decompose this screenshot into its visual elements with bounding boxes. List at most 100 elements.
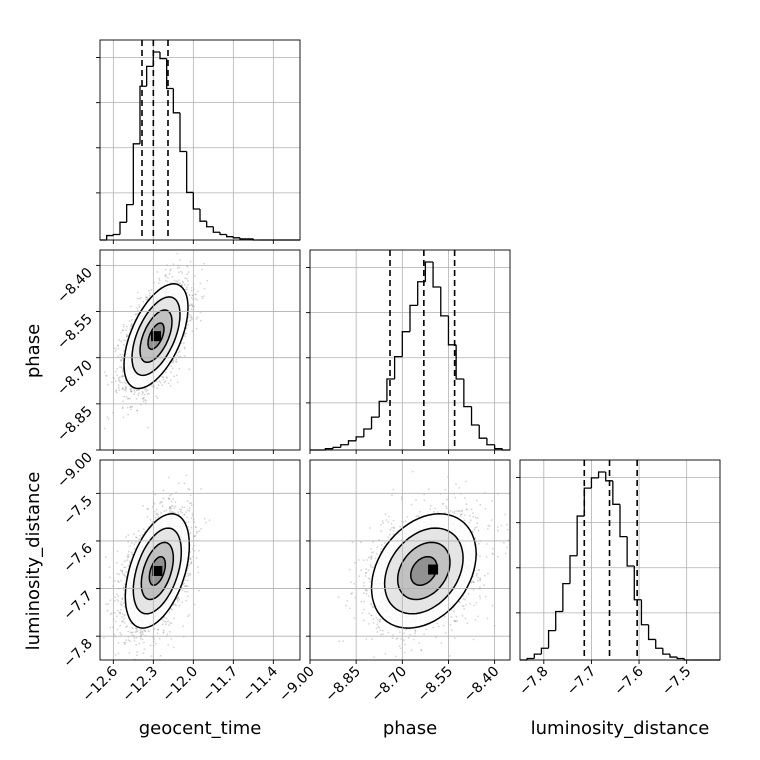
scatter-point [120, 603, 122, 606]
hist-bin [447, 315, 457, 346]
scatter-point [141, 638, 144, 641]
scatter-point [133, 389, 136, 392]
scatter-point [195, 317, 198, 320]
scatter-point [186, 292, 189, 294]
scatter-point [191, 303, 193, 306]
scatter-point [119, 624, 122, 627]
scatter-point [188, 293, 191, 296]
scatter-point [120, 633, 123, 636]
scatter-point [213, 236, 215, 238]
scatter-point [117, 377, 120, 380]
scatter-point [181, 511, 184, 514]
scatter-point [155, 508, 158, 511]
x-tick-label: −7.7 [564, 664, 599, 699]
scatter-point [129, 388, 132, 390]
scatter-point [166, 633, 169, 636]
scatter-point [146, 516, 149, 518]
scatter-point [169, 379, 172, 382]
x-tick-label: −7.8 [516, 664, 551, 699]
scatter-point [139, 534, 142, 537]
scatter-point [174, 501, 177, 503]
scatter-point [138, 304, 141, 307]
scatter-point [142, 400, 145, 403]
hist-bin [139, 85, 147, 144]
scatter-point [123, 389, 126, 391]
scatter-point [125, 388, 127, 390]
scatter-point [190, 502, 193, 504]
scatter-point [140, 637, 142, 640]
scatter-point [129, 406, 132, 408]
hist-bin [440, 286, 449, 317]
scatter-point [136, 628, 138, 630]
scatter-point [134, 541, 137, 544]
scatter-point [131, 542, 133, 544]
scatter-point [158, 380, 161, 382]
scatter-point [136, 297, 139, 300]
scatter-point [113, 611, 116, 614]
scatter-point [136, 309, 139, 312]
scatter-point [122, 589, 125, 592]
scatter-point [179, 259, 182, 261]
scatter-point [142, 300, 145, 303]
hist-bin [463, 379, 472, 408]
scatter-point [120, 359, 122, 362]
scatter-point [190, 517, 193, 519]
scatter-point [171, 608, 173, 611]
scatter-point [147, 508, 150, 511]
scatter-point [109, 599, 112, 602]
scatter-point [159, 381, 162, 384]
scatter-point [169, 511, 172, 513]
scatter-point [125, 339, 128, 342]
scatter-point [142, 397, 145, 400]
scatter-point [184, 585, 186, 588]
scatter-point [178, 604, 181, 607]
scatter-point [123, 617, 125, 620]
scatter-point [191, 317, 193, 319]
scatter-point [158, 637, 161, 640]
scatter-point [173, 617, 175, 620]
scatter-point [181, 272, 184, 274]
scatter-point [163, 510, 166, 513]
scatter-point [116, 550, 119, 553]
scatter-point [170, 493, 173, 496]
scatter-point [195, 327, 198, 330]
scatter-point [170, 504, 173, 507]
scatter-point [183, 347, 186, 350]
scatter-point [136, 307, 139, 309]
scatter-point [169, 384, 172, 387]
scatter-point [157, 513, 159, 516]
scatter-point [168, 476, 170, 479]
scatter-point [106, 416, 109, 418]
scatter-point [164, 275, 167, 278]
scatter-point [189, 557, 192, 559]
scatter-point [161, 501, 163, 503]
scatter-point [194, 275, 196, 277]
scatter-point [193, 549, 196, 552]
scatter-point [133, 393, 135, 396]
scatter-point [188, 368, 191, 371]
scatter-point [184, 355, 186, 357]
scatter-point [171, 511, 173, 513]
hist-bin [493, 444, 503, 450]
scatter-point [199, 319, 202, 322]
hist-bin [146, 65, 154, 87]
hist-bin [112, 233, 120, 236]
scatter-point [175, 374, 178, 377]
scatter-point [187, 572, 189, 575]
scatter-point [145, 399, 147, 402]
scatter-point [188, 509, 191, 512]
scatter-point [127, 397, 129, 400]
scatter-point [164, 274, 167, 277]
scatter-point [177, 596, 180, 598]
scatter-point [121, 387, 124, 389]
scatter-point [136, 388, 138, 391]
scatter-point [136, 409, 139, 412]
scatter-point [125, 626, 127, 628]
scatter-point [175, 280, 178, 282]
scatter-point [130, 390, 133, 393]
scatter-point [109, 576, 111, 579]
scatter-point [165, 274, 168, 276]
scatter-point [122, 353, 125, 356]
scatter-point [163, 620, 166, 623]
scatter-point [170, 365, 173, 367]
